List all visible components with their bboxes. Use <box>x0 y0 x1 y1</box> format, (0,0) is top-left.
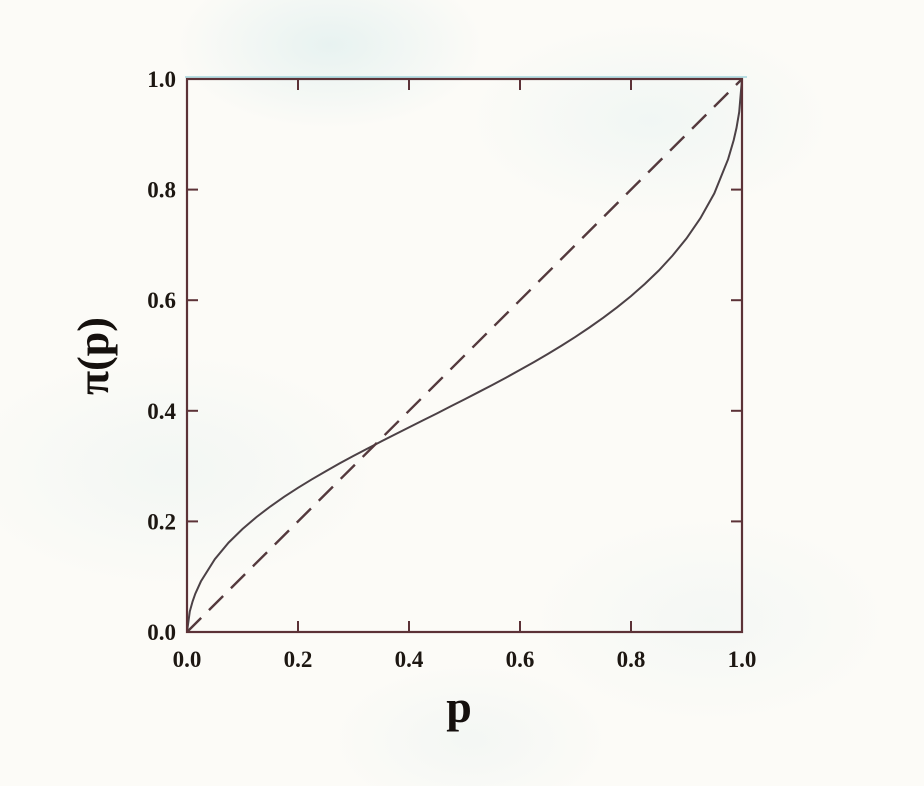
x-tick-label: 0.8 <box>617 647 646 672</box>
y-tick-label: 0.2 <box>147 509 176 534</box>
y-tick-label: 0.4 <box>147 399 176 424</box>
x-tick-label: 0.2 <box>284 647 313 672</box>
y-tick-label: 1.0 <box>147 67 176 92</box>
axis-tick-labels: 0.0 0.2 0.4 0.6 0.8 1.0 0.0 0.2 0.4 0.6 0.8 1.0 <box>147 67 756 672</box>
axis-ticks <box>187 79 742 632</box>
plot-frame <box>185 77 744 634</box>
series-group <box>186 78 743 633</box>
identity-reference-line-dashed <box>186 78 743 633</box>
x-tick-label: 0.6 <box>506 647 535 672</box>
x-tick-label: 0.0 <box>173 647 202 672</box>
probability-weighting-function-solid-curve <box>186 78 743 633</box>
y-axis-title: π(p) <box>69 317 118 395</box>
y-tick-label: 0.6 <box>147 288 176 313</box>
x-axis-title: p <box>446 681 472 732</box>
x-tick-label: 0.4 <box>395 647 424 672</box>
y-tick-label: 0.0 <box>147 620 176 645</box>
y-tick-label: 0.8 <box>147 178 176 203</box>
x-tick-label: 1.0 <box>728 647 757 672</box>
